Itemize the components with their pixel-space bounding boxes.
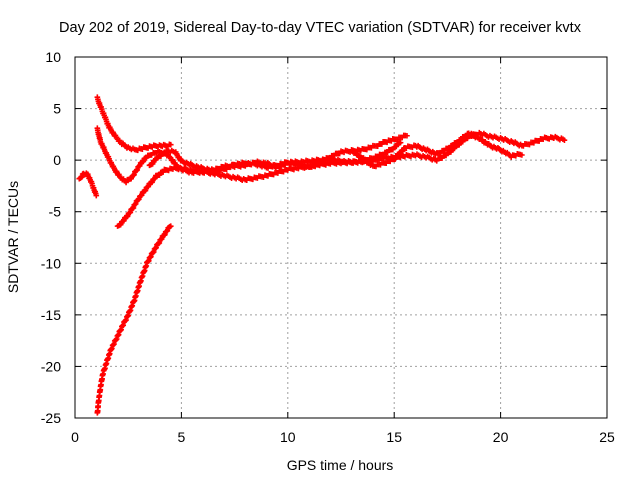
y-tick-label: -20 <box>41 358 61 374</box>
x-tick-label: 20 <box>493 429 509 445</box>
data-point <box>79 174 85 180</box>
y-tick-label: -15 <box>41 307 61 323</box>
data-point <box>121 217 127 224</box>
data-point <box>397 139 404 146</box>
data-point <box>395 152 402 159</box>
data-point <box>117 221 124 228</box>
axis-ticks: 0 5 10 15 20 25 -25 -20 -15 -10 -5 0 5 10 <box>41 49 615 445</box>
x-tick-label: 15 <box>386 429 402 445</box>
data-point <box>167 223 174 229</box>
data-point <box>392 156 399 162</box>
data-point <box>167 141 174 148</box>
grid <box>75 57 607 418</box>
data-point <box>145 183 152 190</box>
y-tick-label: 10 <box>45 49 61 65</box>
y-tick-label: 5 <box>53 101 61 117</box>
data-point <box>138 192 145 199</box>
data-point <box>142 187 149 194</box>
y-tick-label: -5 <box>49 204 62 220</box>
series-arc-4 <box>114 130 525 229</box>
data-point <box>140 158 147 165</box>
data-point <box>93 192 100 199</box>
data-point <box>149 179 155 186</box>
data-point <box>136 196 142 203</box>
data-point <box>136 163 143 169</box>
data-series <box>76 94 568 416</box>
x-tick-label: 10 <box>280 429 296 445</box>
series-arc-7 <box>94 223 174 416</box>
x-tick-label: 5 <box>178 429 186 445</box>
data-point <box>561 137 568 144</box>
series-arc-2 <box>94 94 174 154</box>
data-point <box>399 148 406 154</box>
x-axis-title: GPS time / hours <box>287 457 394 473</box>
y-axis-title: SDTVAR / TECUs <box>5 181 21 293</box>
series-arc-6 <box>348 132 410 155</box>
chart-title: Day 202 of 2019, Sidereal Day-to-day VTE… <box>59 20 582 36</box>
series-arc-5 <box>146 139 404 175</box>
y-tick-label: -25 <box>41 410 61 426</box>
data-point <box>404 132 410 139</box>
data-point <box>149 160 156 167</box>
data-point <box>164 227 171 234</box>
plot-frame <box>74 56 608 419</box>
data-point <box>152 175 158 182</box>
data-point <box>124 213 131 220</box>
x-tick-label: 0 <box>71 429 79 445</box>
data-point <box>519 152 525 158</box>
y-tick-label: -10 <box>41 255 61 271</box>
data-point <box>393 143 400 150</box>
x-tick-label: 25 <box>599 429 615 445</box>
series-arc-1 <box>76 170 100 199</box>
y-tick-label: 0 <box>53 152 61 168</box>
